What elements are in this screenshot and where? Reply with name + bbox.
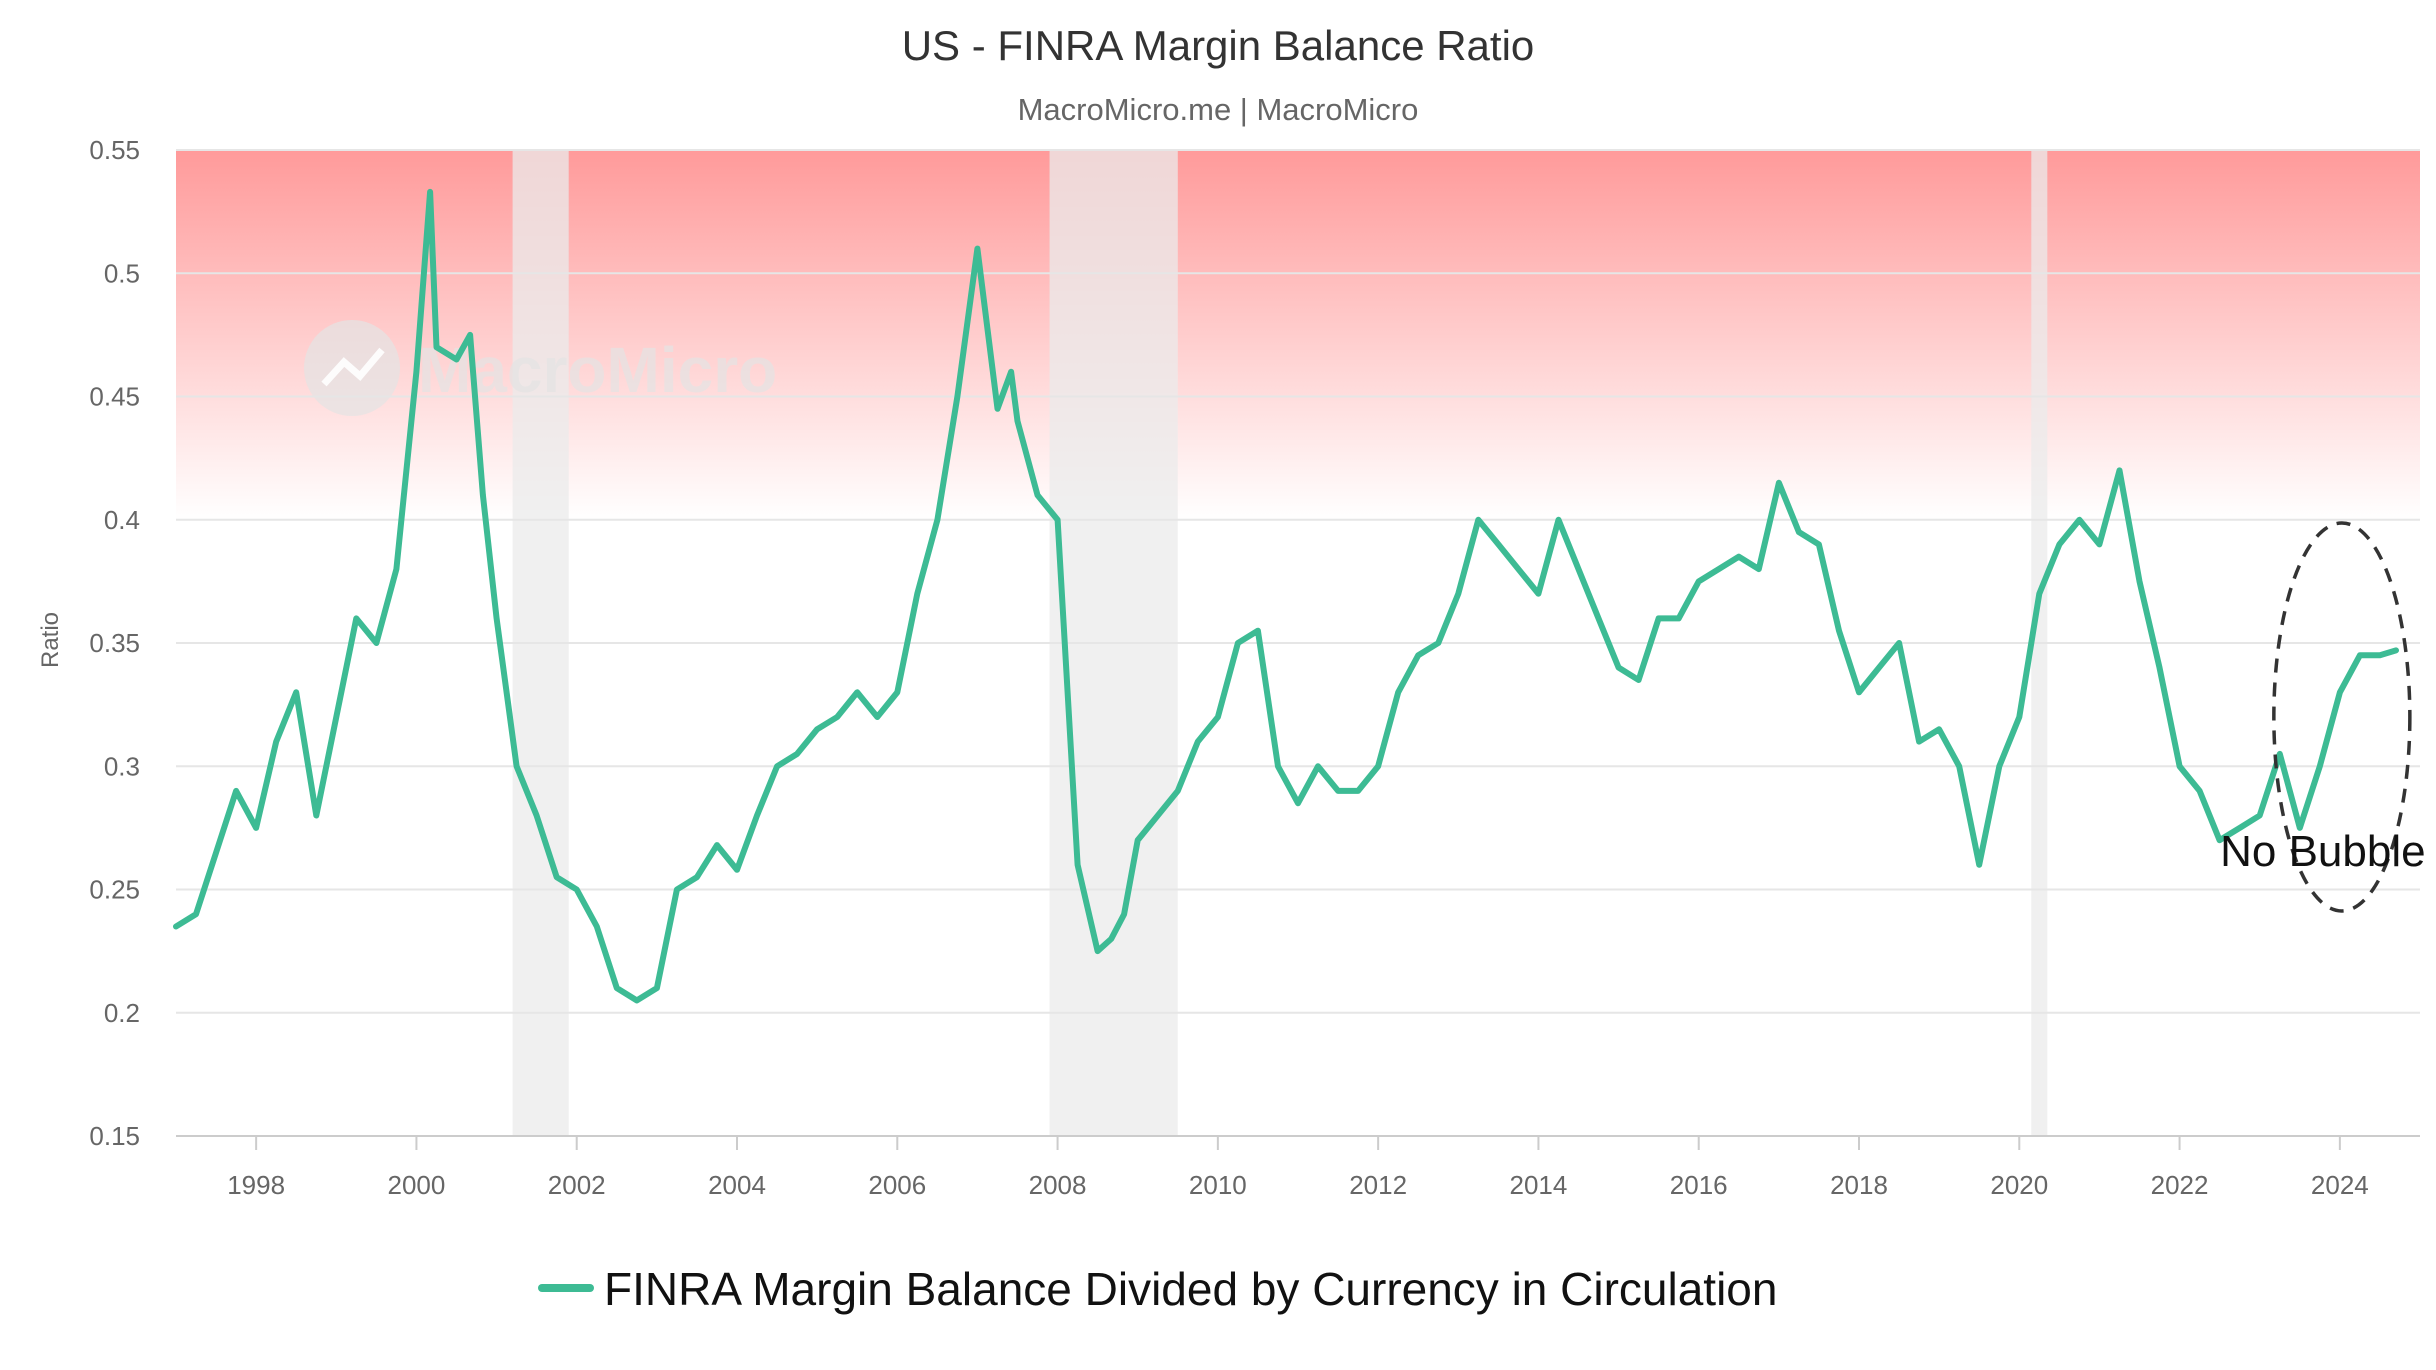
annotation-label: No Bubble <box>2220 827 2425 876</box>
y-tick-label: 0.35 <box>89 628 140 658</box>
watermark-text: MacroMicro <box>418 334 777 406</box>
x-tick-label: 2014 <box>1510 1170 1568 1200</box>
y-tick-label: 0.4 <box>104 505 140 535</box>
x-tick-label: 2012 <box>1349 1170 1407 1200</box>
x-tick-label: 2018 <box>1830 1170 1888 1200</box>
x-tick-label: 2008 <box>1029 1170 1087 1200</box>
x-tick-label: 2022 <box>2151 1170 2209 1200</box>
x-axis-ticks: 1998 2000 2002 2004 2006 2008 2010 2012 2014 2016… <box>227 1136 2369 1200</box>
y-tick-label: 0.25 <box>89 875 140 905</box>
x-tick-label: 2002 <box>548 1170 606 1200</box>
annotations-layer: No Bubble <box>2220 521 2426 913</box>
legend-label: FINRA Margin Balance Divided by Currency… <box>604 1263 1777 1315</box>
y-tick-label: 0.45 <box>89 382 140 412</box>
x-tick-label: 2024 <box>2311 1170 2369 1200</box>
x-tick-label: 2006 <box>868 1170 926 1200</box>
watermark: MacroMicro <box>304 320 777 416</box>
x-tick-label: 1998 <box>227 1170 285 1200</box>
x-tick-label: 2004 <box>708 1170 766 1200</box>
x-tick-label: 2020 <box>1990 1170 2048 1200</box>
x-tick-label: 2000 <box>388 1170 446 1200</box>
legend[interactable]: FINRA Margin Balance Divided by Currency… <box>538 1263 1777 1315</box>
y-tick-label: 0.55 <box>89 135 140 165</box>
y-axis-ticks: 0.15 0.2 0.25 0.3 0.35 0.4 0.45 0.5 0.55 <box>89 135 140 1151</box>
y-tick-label: 0.2 <box>104 998 140 1028</box>
annotation-ellipse <box>2272 521 2412 913</box>
series-line <box>173 188 2399 1004</box>
grid-lines <box>176 149 2420 1137</box>
chart-subtitle: MacroMicro.me | MacroMicro <box>1018 92 1419 127</box>
series-layer <box>173 188 2399 1004</box>
chart-title: US - FINRA Margin Balance Ratio <box>902 22 1535 69</box>
y-axis-title: Ratio <box>37 612 64 668</box>
y-tick-label: 0.5 <box>104 258 140 288</box>
watermark-logo-chart-icon <box>321 347 385 387</box>
x-tick-label: 2010 <box>1189 1170 1247 1200</box>
y-tick-label: 0.3 <box>104 751 140 781</box>
x-tick-label: 2016 <box>1670 1170 1728 1200</box>
y-tick-label: 0.15 <box>89 1121 140 1151</box>
